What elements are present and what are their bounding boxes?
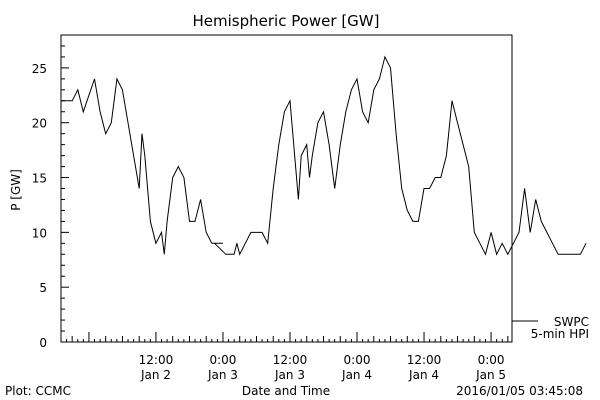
footer-credit: Plot: CCMC [5,384,71,398]
x-tick-label: 0:00 [209,353,236,367]
y-tick-label: 15 [32,172,47,186]
x-tick-date-label: Jan 3 [274,368,305,382]
x-tick-label: 0:00 [478,353,505,367]
legend-label-hpi: 5-min HPI [531,327,589,341]
y-axis-label: P [GW] [9,169,23,211]
legend-label-swpc: SWPC [554,315,589,329]
footer-timestamp: 2016/01/05 03:45:08 [456,384,583,398]
y-tick-label: 0 [39,336,47,350]
x-tick-date-label: Jan 5 [475,368,506,382]
x-tick-date-label: Jan 4 [341,368,372,382]
x-tick-label: 12:00 [273,353,308,367]
plot-frame [60,34,513,343]
series-line-swpc [61,55,587,256]
y-tick-label: 5 [39,281,47,295]
y-tick-label: 20 [32,117,47,131]
x-axis-label: Date and Time [242,384,330,398]
x-tick-date-label: Jan 2 [140,368,171,382]
chart-title: Hemispheric Power [GW] [193,12,380,30]
y-tick-label: 10 [32,226,47,240]
x-tick-label: 12:00 [407,353,442,367]
x-tick-date-label: Jan 4 [408,368,439,382]
x-tick-label: 12:00 [139,353,174,367]
x-tick-date-label: Jan 3 [207,368,238,382]
x-tick-label: 0:00 [344,353,371,367]
y-tick-label: 25 [32,62,47,76]
